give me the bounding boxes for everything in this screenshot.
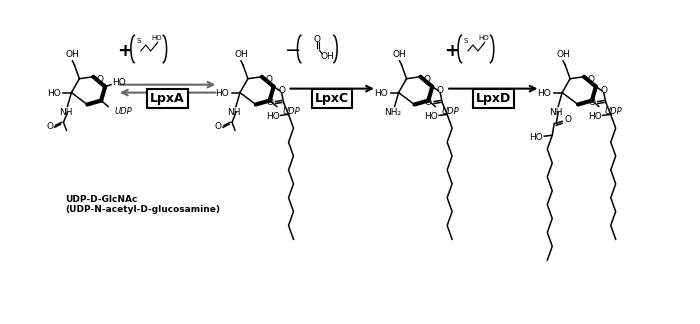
Text: O: O bbox=[278, 86, 285, 95]
Text: HO: HO bbox=[529, 133, 543, 142]
Text: −: − bbox=[286, 41, 302, 61]
Text: HO: HO bbox=[215, 89, 229, 98]
Text: O: O bbox=[437, 86, 444, 95]
Text: (UDP-N-acetyl-D-glucosamine): (UDP-N-acetyl-D-glucosamine) bbox=[66, 205, 220, 214]
Text: O: O bbox=[265, 75, 272, 84]
Text: HO: HO bbox=[374, 89, 388, 98]
Text: OH: OH bbox=[393, 50, 407, 59]
Text: NH₂: NH₂ bbox=[384, 109, 401, 118]
Text: UDP: UDP bbox=[441, 108, 458, 116]
Text: O: O bbox=[314, 35, 321, 43]
Text: HO: HO bbox=[479, 35, 489, 41]
Text: UDP: UDP bbox=[114, 108, 132, 116]
Text: OH: OH bbox=[321, 52, 334, 62]
Text: HO: HO bbox=[112, 78, 126, 87]
Text: +: + bbox=[444, 42, 460, 60]
Text: HO: HO bbox=[424, 112, 438, 121]
Text: LpxA: LpxA bbox=[150, 92, 185, 105]
Text: UDP-D-GlcNAc: UDP-D-GlcNAc bbox=[66, 195, 138, 204]
Text: O: O bbox=[601, 86, 608, 95]
Text: O: O bbox=[266, 98, 273, 107]
Text: HO: HO bbox=[538, 89, 551, 98]
Text: O: O bbox=[46, 122, 53, 131]
Text: UDP: UDP bbox=[283, 108, 300, 116]
Text: NH: NH bbox=[59, 109, 72, 118]
Text: HO: HO bbox=[588, 112, 602, 121]
Text: OH: OH bbox=[234, 50, 248, 59]
Text: UDP: UDP bbox=[605, 108, 622, 116]
Text: LpxC: LpxC bbox=[315, 92, 349, 105]
Text: NH: NH bbox=[550, 109, 563, 118]
Text: O: O bbox=[587, 75, 594, 84]
Text: O: O bbox=[565, 115, 572, 124]
Text: O: O bbox=[425, 98, 432, 107]
Text: HO: HO bbox=[151, 35, 162, 41]
Text: HO: HO bbox=[266, 112, 279, 121]
Text: O: O bbox=[589, 98, 596, 107]
Text: O: O bbox=[424, 75, 430, 84]
Text: OH: OH bbox=[556, 50, 570, 59]
Text: O: O bbox=[215, 122, 222, 131]
Text: NH: NH bbox=[228, 109, 241, 118]
Text: LpxD: LpxD bbox=[475, 92, 511, 105]
Text: +: + bbox=[118, 42, 132, 60]
Text: O: O bbox=[97, 75, 104, 84]
Text: HO: HO bbox=[47, 89, 60, 98]
Text: OH: OH bbox=[66, 50, 79, 59]
Text: S: S bbox=[464, 38, 468, 44]
Text: S: S bbox=[136, 38, 141, 44]
